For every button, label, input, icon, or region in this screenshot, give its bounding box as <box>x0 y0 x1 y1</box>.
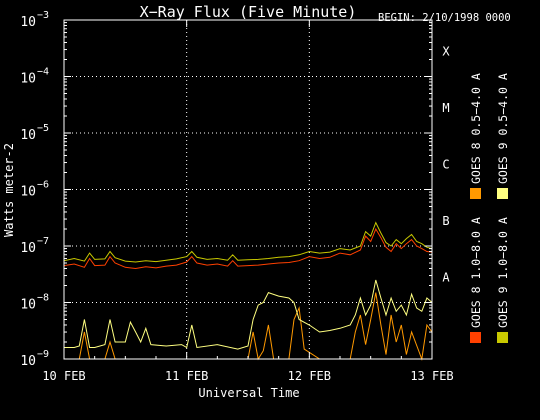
legend-label-0-0: GOES 8 1.0−8.0 A <box>469 217 483 328</box>
legend-label-0-1: GOES 8 0.5−4.0 A <box>469 73 483 184</box>
series-layer <box>63 221 433 361</box>
x-tick-label-2: 12 FEB <box>288 369 331 383</box>
y-tick-label-1: 10 <box>20 298 36 313</box>
legend-label-1-1: GOES 9 0.5−4.0 A <box>496 73 510 184</box>
legend-swatch-1-1 <box>497 188 508 199</box>
y-tick-exponent-4: −5 <box>37 123 49 134</box>
legend-swatch-0-1 <box>470 188 481 199</box>
y-tick-exponent-2: −7 <box>37 236 49 247</box>
begin-date-label: BEGIN: 2/10/1998 0000 <box>378 12 511 24</box>
legend-label-1-0: GOES 9 1.0−8.0 A <box>496 217 510 328</box>
legend-swatch-1-0 <box>497 332 508 343</box>
legend: GOES 8 1.0−8.0 A GOES 8 0.5−4.0 A GOES 9 1… <box>469 73 510 343</box>
legend-swatch-0-0 <box>470 332 481 343</box>
y-tick-label-4: 10 <box>20 128 36 143</box>
y-tick-exponent-5: −4 <box>37 67 49 78</box>
y-tick-label-5: 10 <box>20 72 36 87</box>
y-tick-label-2: 10 <box>20 241 36 256</box>
x-axis-label: Universal Time <box>198 386 299 400</box>
grid-lines <box>64 20 432 359</box>
flare-class-label-4: X <box>442 45 450 59</box>
series-line-1 <box>64 292 433 361</box>
y-tick-label-3: 10 <box>20 185 36 200</box>
x-tick-label-3: 13 FEB <box>410 369 453 383</box>
flare-class-label-2: C <box>442 158 449 172</box>
flare-class-label-0: A <box>442 271 450 285</box>
y-tick-label-6: 10 <box>20 15 36 30</box>
y-tick-exponent-1: −8 <box>37 293 49 304</box>
y-tick-exponent-0: −9 <box>37 349 49 360</box>
flare-class-label-3: M <box>442 101 449 115</box>
axis-ticks: 10−910−810−710−610−510−410−310 FEB 11 FEB… <box>20 10 453 383</box>
x-tick-label-0: 10 FEB <box>42 369 85 383</box>
chart-title: X−Ray Flux (Five Minute) <box>140 3 357 21</box>
series-line-0 <box>63 227 433 270</box>
x-tick-label-1: 11 FEB <box>165 369 208 383</box>
series-line-2 <box>63 221 433 263</box>
flare-class-label-1: B <box>442 214 449 228</box>
y-tick-exponent-6: −3 <box>37 10 49 21</box>
series-line-3 <box>64 279 433 350</box>
y-axis-label: Watts meter-2 <box>2 143 16 237</box>
y-tick-exponent-3: −6 <box>37 180 49 191</box>
y-tick-label-0: 10 <box>20 354 36 369</box>
